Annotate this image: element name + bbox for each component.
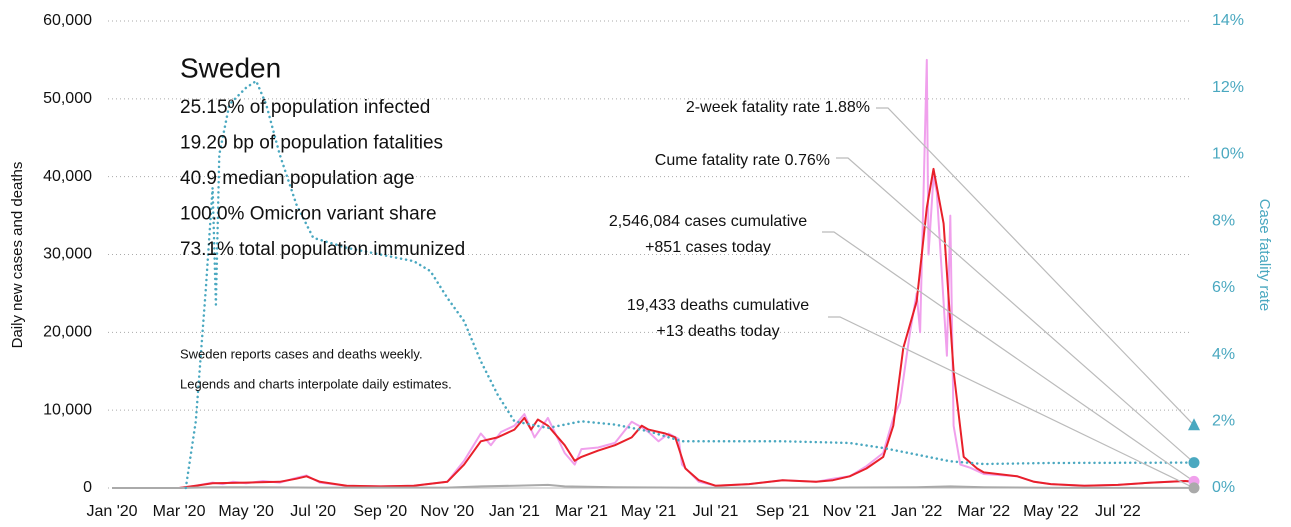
y2-tick-label: 14% (1212, 12, 1244, 29)
info-line: 100.0% Omicron variant share (180, 204, 437, 225)
info-line: 19.20 bp of population fatalities (180, 133, 443, 154)
leader-line (828, 316, 1195, 489)
note: Sweden reports cases and deaths weekly. (180, 346, 423, 361)
x-tick-label: Sep '21 (756, 503, 810, 520)
y2-tick-label: 6% (1212, 279, 1235, 296)
end-marker (1188, 418, 1200, 431)
y-tick-label: 0 (83, 479, 92, 496)
y2-tick-label: 0% (1212, 479, 1235, 496)
x-tick-label: Jul '22 (1095, 503, 1141, 520)
y-tick-label: 40,000 (43, 168, 92, 185)
y-axis-label: Daily new cases and deaths (9, 162, 26, 349)
y-tick-label: 20,000 (43, 324, 92, 341)
annotation-text: Cume fatality rate 0.76% (655, 152, 830, 169)
x-tick-label: Mar '20 (153, 503, 206, 520)
annotation-text: +851 cases today (645, 239, 771, 256)
x-tick-label: Jan '20 (86, 503, 137, 520)
y2-tick-label: 10% (1212, 146, 1244, 163)
info-line: 25.15% of population infected (180, 97, 430, 118)
x-tick-label: Sep '20 (353, 503, 407, 520)
x-tick-label: May '21 (621, 503, 677, 520)
x-tick-label: Jan '21 (489, 503, 540, 520)
x-tick-label: May '22 (1023, 503, 1079, 520)
y2-tick-label: 8% (1212, 212, 1235, 229)
note: Legends and charts interpolate daily est… (180, 376, 452, 391)
y-tick-label: 50,000 (43, 90, 92, 107)
x-tick-label: May '20 (218, 503, 274, 520)
info-line: 40.9 median population age (180, 168, 415, 189)
y2-axis-label: Case fatality rate (1256, 199, 1273, 312)
y2-tick-label: 2% (1212, 413, 1235, 430)
x-tick-label: Mar '22 (957, 503, 1010, 520)
y2-tick-label: 4% (1212, 346, 1235, 363)
series-line (112, 483, 1191, 489)
annotation-text: +13 deaths today (656, 323, 779, 340)
annotation-text: 19,433 deaths cumulative (627, 297, 809, 314)
leader-line (836, 157, 1195, 464)
y-tick-label: 60,000 (43, 12, 92, 29)
x-tick-label: Nov '20 (420, 503, 474, 520)
series-line (184, 79, 1192, 490)
x-tick-label: Jul '20 (290, 503, 336, 520)
series-line (112, 167, 1191, 489)
y-tick-label: 30,000 (43, 246, 92, 263)
end-marker (1188, 482, 1200, 494)
x-tick-label: Mar '21 (555, 503, 608, 520)
x-tick-label: Jul '21 (693, 503, 739, 520)
leader-line (876, 107, 1195, 426)
end-marker (1188, 457, 1200, 469)
info-line: 73.1% total population immunized (180, 239, 465, 260)
info-title: Sweden (180, 52, 281, 83)
annotation-text: 2,546,084 cases cumulative (609, 213, 807, 230)
y-tick-label: 10,000 (43, 401, 92, 418)
series-line (112, 58, 1191, 489)
annotation-text: 2-week fatality rate 1.88% (686, 99, 870, 116)
x-tick-label: Nov '21 (823, 503, 877, 520)
leader-line (822, 231, 1195, 482)
y2-tick-label: 12% (1212, 79, 1244, 96)
x-tick-label: Jan '22 (891, 503, 942, 520)
